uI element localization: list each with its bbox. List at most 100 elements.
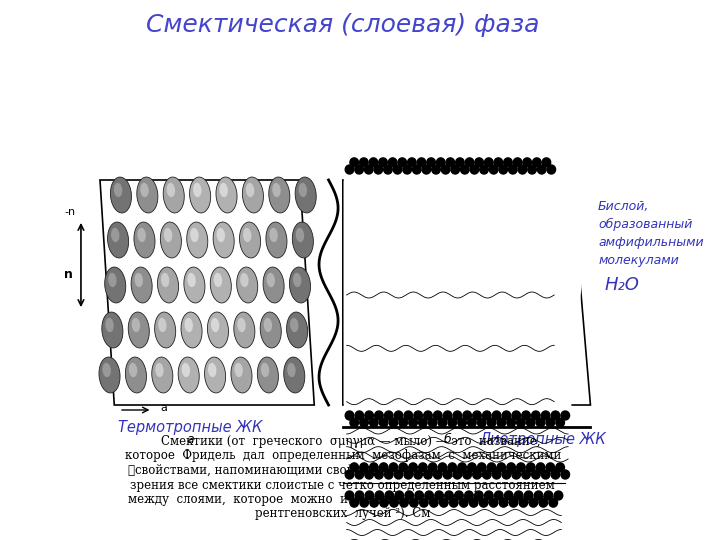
Ellipse shape: [263, 267, 284, 303]
Ellipse shape: [299, 183, 307, 197]
Circle shape: [438, 463, 447, 472]
Circle shape: [455, 491, 463, 500]
Circle shape: [453, 470, 462, 479]
Ellipse shape: [156, 363, 163, 377]
Circle shape: [514, 491, 523, 500]
Circle shape: [477, 463, 486, 472]
Circle shape: [400, 498, 408, 507]
Circle shape: [463, 470, 472, 479]
Circle shape: [417, 158, 426, 167]
Ellipse shape: [234, 312, 255, 348]
Circle shape: [370, 498, 379, 507]
Polygon shape: [343, 175, 591, 540]
Ellipse shape: [292, 222, 313, 258]
Circle shape: [384, 165, 392, 174]
Circle shape: [561, 470, 570, 479]
Circle shape: [428, 418, 437, 427]
Ellipse shape: [243, 177, 264, 213]
Circle shape: [369, 418, 378, 427]
Text: n: n: [65, 268, 73, 281]
Ellipse shape: [272, 183, 281, 197]
Ellipse shape: [260, 312, 282, 348]
Circle shape: [554, 491, 563, 500]
Ellipse shape: [287, 363, 296, 377]
Ellipse shape: [189, 177, 211, 213]
Circle shape: [529, 498, 538, 507]
Ellipse shape: [295, 177, 316, 213]
Circle shape: [531, 470, 540, 479]
Ellipse shape: [287, 312, 307, 348]
Ellipse shape: [208, 363, 217, 377]
Circle shape: [512, 411, 521, 420]
Ellipse shape: [104, 267, 126, 303]
Circle shape: [384, 411, 393, 420]
Circle shape: [461, 165, 469, 174]
Circle shape: [497, 418, 505, 427]
Circle shape: [369, 463, 378, 472]
Circle shape: [430, 498, 438, 507]
Circle shape: [480, 165, 488, 174]
Circle shape: [409, 463, 418, 472]
Polygon shape: [343, 180, 590, 405]
Ellipse shape: [269, 228, 278, 242]
Circle shape: [404, 470, 413, 479]
Circle shape: [456, 158, 464, 167]
Ellipse shape: [137, 177, 158, 213]
Ellipse shape: [190, 228, 199, 242]
Circle shape: [395, 411, 402, 420]
Circle shape: [504, 158, 512, 167]
Circle shape: [473, 411, 481, 420]
Circle shape: [448, 463, 456, 472]
Circle shape: [404, 411, 413, 420]
Ellipse shape: [246, 183, 254, 197]
Circle shape: [477, 418, 486, 427]
Ellipse shape: [257, 357, 279, 393]
Circle shape: [410, 498, 418, 507]
Circle shape: [441, 165, 450, 174]
Ellipse shape: [166, 183, 175, 197]
Circle shape: [413, 165, 421, 174]
Circle shape: [355, 411, 364, 420]
Ellipse shape: [163, 177, 184, 213]
Ellipse shape: [161, 222, 181, 258]
Circle shape: [485, 491, 493, 500]
Circle shape: [464, 491, 473, 500]
Circle shape: [494, 158, 503, 167]
Circle shape: [509, 498, 518, 507]
Circle shape: [433, 470, 442, 479]
Text: между  слоями,  которое  можно  измерить  с  помощью  дифракции: между слоями, которое можно измерить с п…: [128, 493, 557, 506]
Circle shape: [492, 411, 501, 420]
Text: Смектики (от  греческого  σμηγμα — мыло) — это  название,: Смектики (от греческого σμηγμα — мыло) —…: [145, 435, 540, 448]
Ellipse shape: [204, 357, 225, 393]
Circle shape: [470, 165, 479, 174]
Ellipse shape: [296, 228, 304, 242]
Circle shape: [435, 491, 444, 500]
Ellipse shape: [237, 267, 258, 303]
Circle shape: [405, 491, 413, 500]
Circle shape: [469, 498, 478, 507]
Circle shape: [524, 491, 533, 500]
Circle shape: [549, 498, 557, 507]
Circle shape: [446, 158, 454, 167]
Circle shape: [473, 470, 481, 479]
Circle shape: [492, 470, 501, 479]
Ellipse shape: [211, 318, 220, 332]
Circle shape: [360, 498, 369, 507]
Text: Термотропные ЖК: Термотропные ЖК: [118, 420, 263, 435]
Circle shape: [487, 463, 496, 472]
Ellipse shape: [269, 177, 290, 213]
Circle shape: [365, 470, 374, 479]
Text: б: б: [444, 433, 451, 446]
Circle shape: [420, 498, 428, 507]
Text: ‧свойствами, напоминающими свойства мыл. Со структурной точки: ‧свойствами, напоминающими свойства мыл.…: [128, 464, 558, 477]
Text: Лиотропные ЖК: Лиотропные ЖК: [480, 432, 606, 447]
Ellipse shape: [217, 228, 225, 242]
Circle shape: [423, 470, 432, 479]
Circle shape: [497, 463, 505, 472]
Circle shape: [369, 158, 378, 167]
Circle shape: [399, 418, 408, 427]
Circle shape: [495, 491, 503, 500]
Circle shape: [459, 498, 468, 507]
Circle shape: [458, 463, 467, 472]
Circle shape: [518, 165, 527, 174]
